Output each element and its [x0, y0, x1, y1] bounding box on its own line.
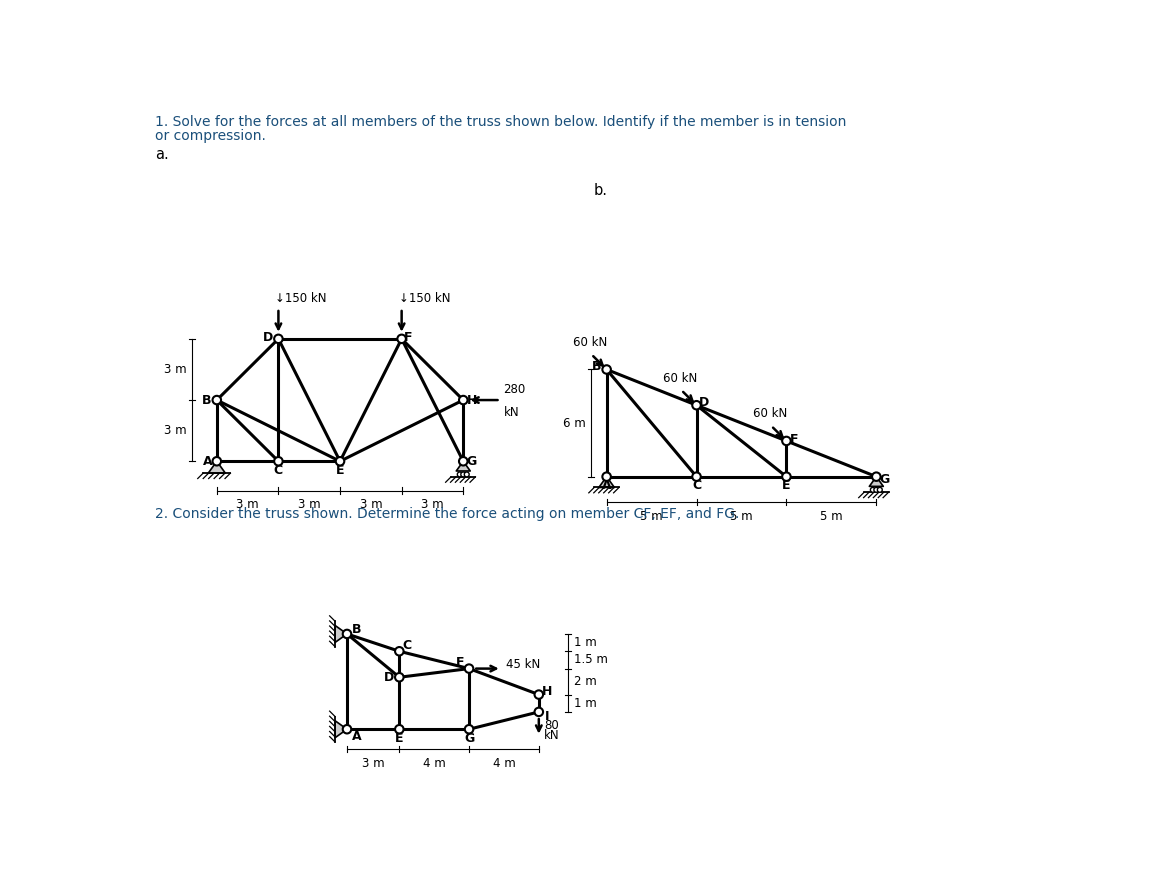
- Text: kN: kN: [504, 406, 519, 419]
- Circle shape: [872, 472, 881, 481]
- Text: C: C: [274, 464, 283, 477]
- Polygon shape: [598, 477, 615, 487]
- Text: 1 m: 1 m: [575, 697, 597, 710]
- Text: E: E: [395, 732, 404, 745]
- Text: 3 m: 3 m: [298, 498, 320, 512]
- Text: I: I: [545, 710, 549, 723]
- Text: E: E: [782, 479, 790, 492]
- Text: F: F: [790, 433, 799, 446]
- Text: G: G: [464, 732, 474, 745]
- Text: D: D: [700, 395, 709, 409]
- Text: 1.5 m: 1.5 m: [575, 653, 609, 666]
- Text: 80: 80: [545, 719, 559, 732]
- Circle shape: [459, 457, 468, 465]
- Text: 1. Solve for the forces at all members of the truss shown below. Identify if the: 1. Solve for the forces at all members o…: [155, 114, 846, 129]
- Text: D: D: [384, 670, 395, 684]
- Text: 60 kN: 60 kN: [663, 372, 697, 385]
- Circle shape: [602, 365, 611, 374]
- Text: 3 m: 3 m: [360, 498, 382, 512]
- Polygon shape: [456, 461, 470, 471]
- Text: 1 m: 1 m: [575, 636, 597, 650]
- Text: 3 m: 3 m: [236, 498, 258, 512]
- Circle shape: [464, 725, 474, 733]
- Text: 6 m: 6 m: [563, 416, 585, 430]
- Text: 60 kN: 60 kN: [753, 408, 787, 420]
- Text: 3 m: 3 m: [362, 757, 384, 770]
- Circle shape: [464, 664, 474, 673]
- Circle shape: [342, 725, 352, 733]
- Circle shape: [395, 673, 404, 682]
- Text: 60 kN: 60 kN: [574, 336, 608, 349]
- Text: C: C: [691, 479, 701, 492]
- Text: B: B: [203, 394, 212, 407]
- Circle shape: [534, 691, 544, 698]
- Text: 3 m: 3 m: [421, 498, 443, 512]
- Text: 2. Consider the truss shown. Determine the force acting on member CF, EF, and FG: 2. Consider the truss shown. Determine t…: [155, 507, 739, 521]
- Text: 5 m: 5 m: [821, 510, 843, 523]
- Text: ↓150 kN: ↓150 kN: [398, 292, 450, 305]
- Circle shape: [602, 472, 611, 481]
- Text: 5 m: 5 m: [730, 510, 753, 523]
- Text: D: D: [263, 331, 274, 344]
- Circle shape: [871, 487, 875, 492]
- Circle shape: [461, 472, 466, 477]
- Text: 45 kN: 45 kN: [506, 658, 540, 671]
- Text: F: F: [455, 656, 464, 669]
- Circle shape: [275, 334, 283, 343]
- Circle shape: [275, 457, 283, 465]
- Circle shape: [459, 395, 468, 404]
- Text: H: H: [467, 394, 477, 407]
- Text: A: A: [352, 731, 361, 744]
- Text: B: B: [353, 622, 362, 636]
- Text: C: C: [403, 639, 412, 651]
- Text: F: F: [404, 331, 413, 344]
- Polygon shape: [208, 461, 226, 473]
- Text: A: A: [203, 455, 212, 468]
- Text: 3 m: 3 m: [164, 363, 186, 376]
- Text: B: B: [591, 360, 602, 373]
- Text: a.: a.: [155, 148, 169, 162]
- Circle shape: [782, 472, 790, 481]
- Text: kN: kN: [545, 728, 560, 741]
- Circle shape: [395, 725, 404, 733]
- Circle shape: [342, 629, 352, 638]
- Text: 4 m: 4 m: [492, 757, 516, 770]
- Text: H: H: [542, 685, 553, 698]
- Text: E: E: [335, 464, 345, 477]
- Circle shape: [464, 472, 469, 477]
- Polygon shape: [335, 625, 347, 643]
- Circle shape: [782, 436, 790, 445]
- Circle shape: [457, 472, 462, 477]
- Text: or compression.: or compression.: [155, 128, 265, 142]
- Circle shape: [693, 472, 701, 481]
- Circle shape: [213, 395, 221, 404]
- Circle shape: [693, 401, 701, 409]
- Text: 5 m: 5 m: [640, 510, 662, 523]
- Circle shape: [874, 487, 879, 492]
- Text: b.: b.: [594, 182, 608, 197]
- Text: A: A: [602, 479, 611, 492]
- Polygon shape: [870, 477, 883, 486]
- Circle shape: [335, 457, 345, 465]
- Circle shape: [397, 334, 406, 343]
- Text: G: G: [879, 473, 889, 486]
- Text: G: G: [466, 455, 476, 468]
- Text: 280: 280: [504, 383, 526, 396]
- Text: ↓150 kN: ↓150 kN: [276, 292, 327, 305]
- Polygon shape: [335, 721, 347, 738]
- Text: 4 m: 4 m: [423, 757, 446, 770]
- Circle shape: [878, 487, 882, 492]
- Text: 2 m: 2 m: [575, 675, 597, 688]
- Circle shape: [213, 457, 221, 465]
- Circle shape: [534, 708, 544, 716]
- Circle shape: [395, 647, 404, 656]
- Text: 3 m: 3 m: [164, 424, 186, 437]
